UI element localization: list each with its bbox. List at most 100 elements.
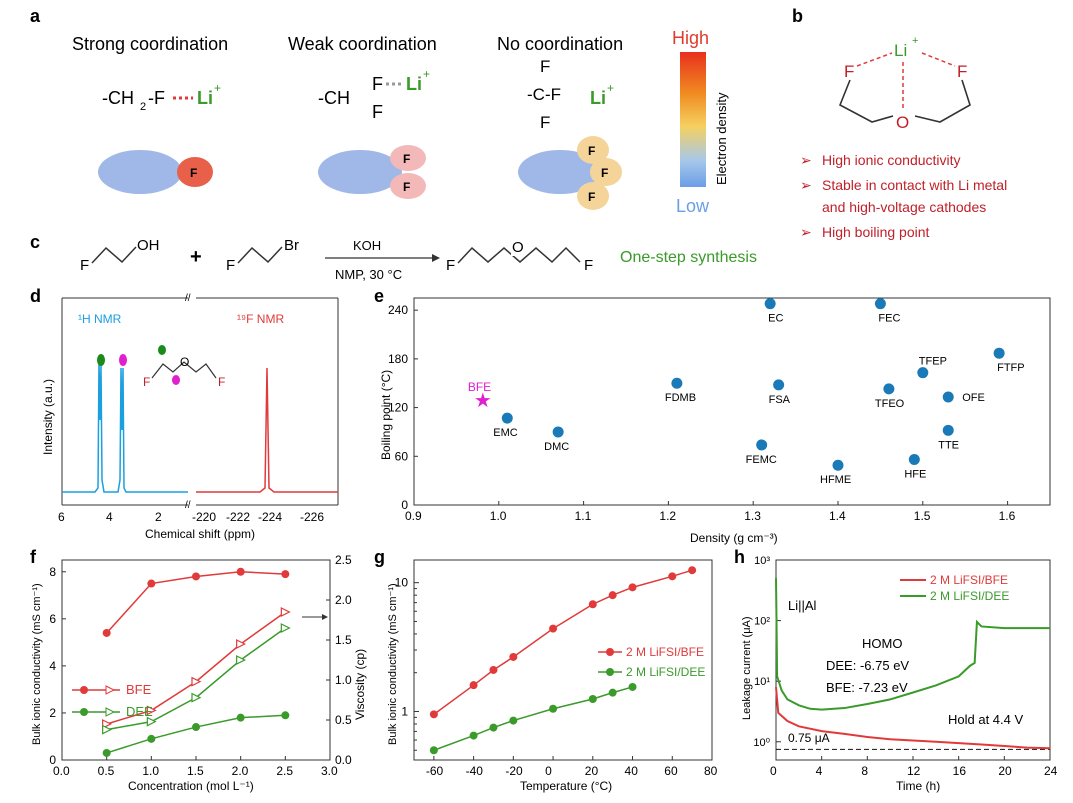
panel-b: b Li + F F O ➢ High ionic conductivity ➢… — [792, 6, 1007, 240]
f-cond-point-dee — [102, 748, 111, 757]
f-cond-point-bfe — [192, 572, 200, 581]
h-line-bfe — [775, 686, 1051, 750]
h-xtick-label: 0 — [770, 764, 777, 778]
g-xtick-label: 80 — [704, 764, 718, 778]
f-legend-label-dee: DEE — [126, 704, 153, 719]
b-bullet-2: Stable in contact with Li metal — [822, 177, 1007, 193]
f-visc-point-dee — [236, 655, 247, 665]
colorbar-label: Electron density — [714, 92, 729, 185]
d-tick-h-1: 4 — [106, 510, 113, 524]
f-cond-point-dee — [236, 713, 245, 722]
f-cond-line-dee — [106, 714, 286, 754]
d-tick-h-2: 2 — [155, 510, 162, 524]
e-frame — [413, 297, 1051, 506]
none-f-ellipse-3 — [577, 182, 609, 210]
strong-li: Li — [197, 88, 213, 108]
b-bullet-1: High ionic conductivity — [822, 152, 961, 168]
f-y2tick-label: 0.5 — [335, 713, 352, 727]
panel-a-letter: a — [30, 6, 41, 26]
e-point-hfe — [908, 454, 920, 466]
colorbar — [680, 52, 706, 187]
f-visc-point-dee — [102, 724, 113, 735]
e-point-label-hfme: HFME — [820, 474, 851, 486]
f-xtick-label: 1.5 — [187, 764, 204, 778]
strong-ellipse — [98, 150, 182, 194]
f-cond-point-bfe — [236, 567, 245, 576]
e-point-emc — [501, 412, 513, 424]
weak-f1: F — [372, 74, 383, 94]
colorbar-low: Low — [676, 196, 710, 216]
none-c: -C-F — [527, 85, 561, 104]
d-tick-f-3: -226 — [300, 510, 324, 524]
c-br: Br — [284, 237, 299, 254]
f-ytick-label: 8 — [49, 565, 56, 579]
f-xtick-label: 2.5 — [276, 764, 293, 778]
e-xtick-label: 1.0 — [490, 509, 507, 523]
panel-d-letter: d — [30, 286, 41, 306]
e-xtick-label: 0.9 — [405, 509, 422, 523]
e-point-ofe — [942, 391, 954, 403]
f-cond-point-dee — [147, 734, 156, 743]
f-visc-point-dee — [146, 716, 157, 727]
e-ylabel: Boiling point (°C) — [379, 370, 393, 460]
h-ref: 0.75 μA — [788, 731, 830, 745]
d-f-spectrum — [196, 367, 338, 493]
b-bullet-3: High boiling point — [822, 224, 930, 240]
b-chain-left — [838, 79, 894, 123]
h-legend-label-bfe: 2 M LiFSI/BFE — [930, 573, 1008, 587]
c-label: One-step synthesis — [620, 249, 757, 266]
f-cond-line-bfe — [106, 571, 286, 634]
colorbar-high: High — [672, 28, 709, 48]
panel-e-letter: e — [374, 286, 384, 306]
c-f3: F — [446, 257, 455, 274]
weak-f-ellipse-1 — [390, 145, 426, 171]
f-cond-point-dee — [192, 723, 200, 732]
g-point-bfe — [469, 681, 478, 690]
strong-li-plus: + — [214, 81, 221, 95]
f-y2tick-label: 2.0 — [335, 593, 352, 607]
c-reagent: KOH — [353, 238, 381, 253]
g-xlabel: Temperature (°C) — [520, 779, 612, 793]
e-point-label-ec: EC — [768, 313, 783, 325]
e-ytick-label: 120 — [388, 401, 408, 415]
h-xlabel: Time (h) — [896, 779, 940, 793]
g-line-bfe — [433, 569, 693, 715]
h-ytick-label: 10⁰ — [753, 737, 770, 749]
panel-h: h 0 4 8 12 16 20 24 10⁰ 10¹ 10² 10³ 2 M LiFSI/BFE 2… — [734, 547, 1058, 793]
g-point-bfe — [688, 566, 697, 575]
weak-li: Li — [406, 74, 422, 94]
b-bullet-3-mark: ➢ — [800, 224, 812, 240]
f-y2tick-label: 2.5 — [335, 553, 352, 567]
e-point-label-dmc: DMC — [544, 441, 569, 453]
g-point-bfe — [668, 572, 677, 581]
h-line-dee — [775, 578, 1050, 711]
d-magenta-marker — [119, 354, 127, 366]
f-legend-label-bfe: BFE — [126, 682, 152, 697]
g-frame — [413, 559, 713, 761]
f-ytick-label: 4 — [49, 659, 56, 673]
f-cond-point-bfe — [102, 628, 111, 637]
e-ytick-label: 240 — [388, 303, 408, 317]
g-point-dee — [628, 682, 637, 691]
c-arrowhead — [432, 254, 440, 262]
d-tick-f-0: -220 — [192, 510, 216, 524]
d-xlabel: Chemical shift (ppm) — [145, 527, 255, 541]
e-point-dmc — [552, 426, 564, 438]
g-point-bfe — [489, 665, 498, 674]
g-point-dee — [469, 731, 478, 740]
weak-f-ellipse-2 — [390, 173, 426, 199]
e-point-label-tte: TTE — [938, 439, 959, 451]
e-point-label-tfep: TFEP — [919, 356, 947, 368]
panel-e: e 0.9 1.0 1.1 1.2 1.3 1.4 1.5 1.6 0 60 120 180 240 E… — [374, 286, 1051, 545]
f-cond-point-bfe — [281, 570, 290, 579]
f-visc-point-dee — [191, 692, 202, 703]
b-f-left: F — [844, 62, 854, 81]
d-ylabel: Intensity (a.u.) — [41, 379, 55, 455]
h-homo: HOMO — [862, 636, 902, 651]
strong-f-label: F — [190, 166, 197, 180]
g-point-dee — [429, 746, 438, 755]
g-point-bfe — [608, 591, 617, 600]
none-f-bot: F — [540, 113, 550, 132]
d-break-bot: // — [185, 500, 191, 511]
